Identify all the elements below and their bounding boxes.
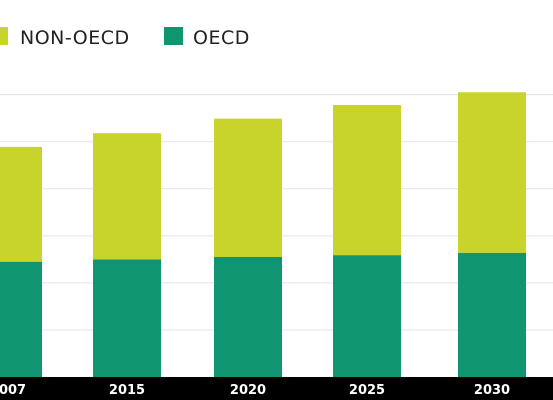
bar-segment-non-oecd-2015 [93,133,161,260]
bar-segment-non-oecd-2030 [458,92,526,253]
legend-label-oecd: OECD [193,27,250,49]
legend-swatch-non-oecd [0,27,8,45]
bar-segment-oecd-2030 [458,252,526,377]
x-tick-label-2025: 2025 [349,383,385,398]
bar-segment-non-oecd-2025 [333,104,401,256]
bar-segment-oecd-2020 [214,256,282,377]
bar-stacks [0,92,526,377]
bar-segment-oecd-2025 [333,255,401,377]
x-axis-band [0,377,553,400]
legend: NON-OECD OECD [0,27,250,49]
bar-segment-oecd-2007 [0,261,42,377]
x-tick-label-2015: 2015 [109,383,145,398]
x-axis-tick-labels: 2007 2015 2020 2025 2030 [0,383,510,398]
x-tick-label-2020: 2020 [230,383,266,398]
bar-segment-non-oecd-2007 [0,146,42,262]
legend-label-non-oecd: NON-OECD [20,27,130,49]
x-tick-label-2030: 2030 [474,383,510,398]
legend-swatch-oecd [164,27,183,45]
bar-segment-non-oecd-2020 [214,118,282,257]
x-tick-label-2007: 2007 [0,383,26,398]
bar-segment-oecd-2015 [93,259,161,377]
